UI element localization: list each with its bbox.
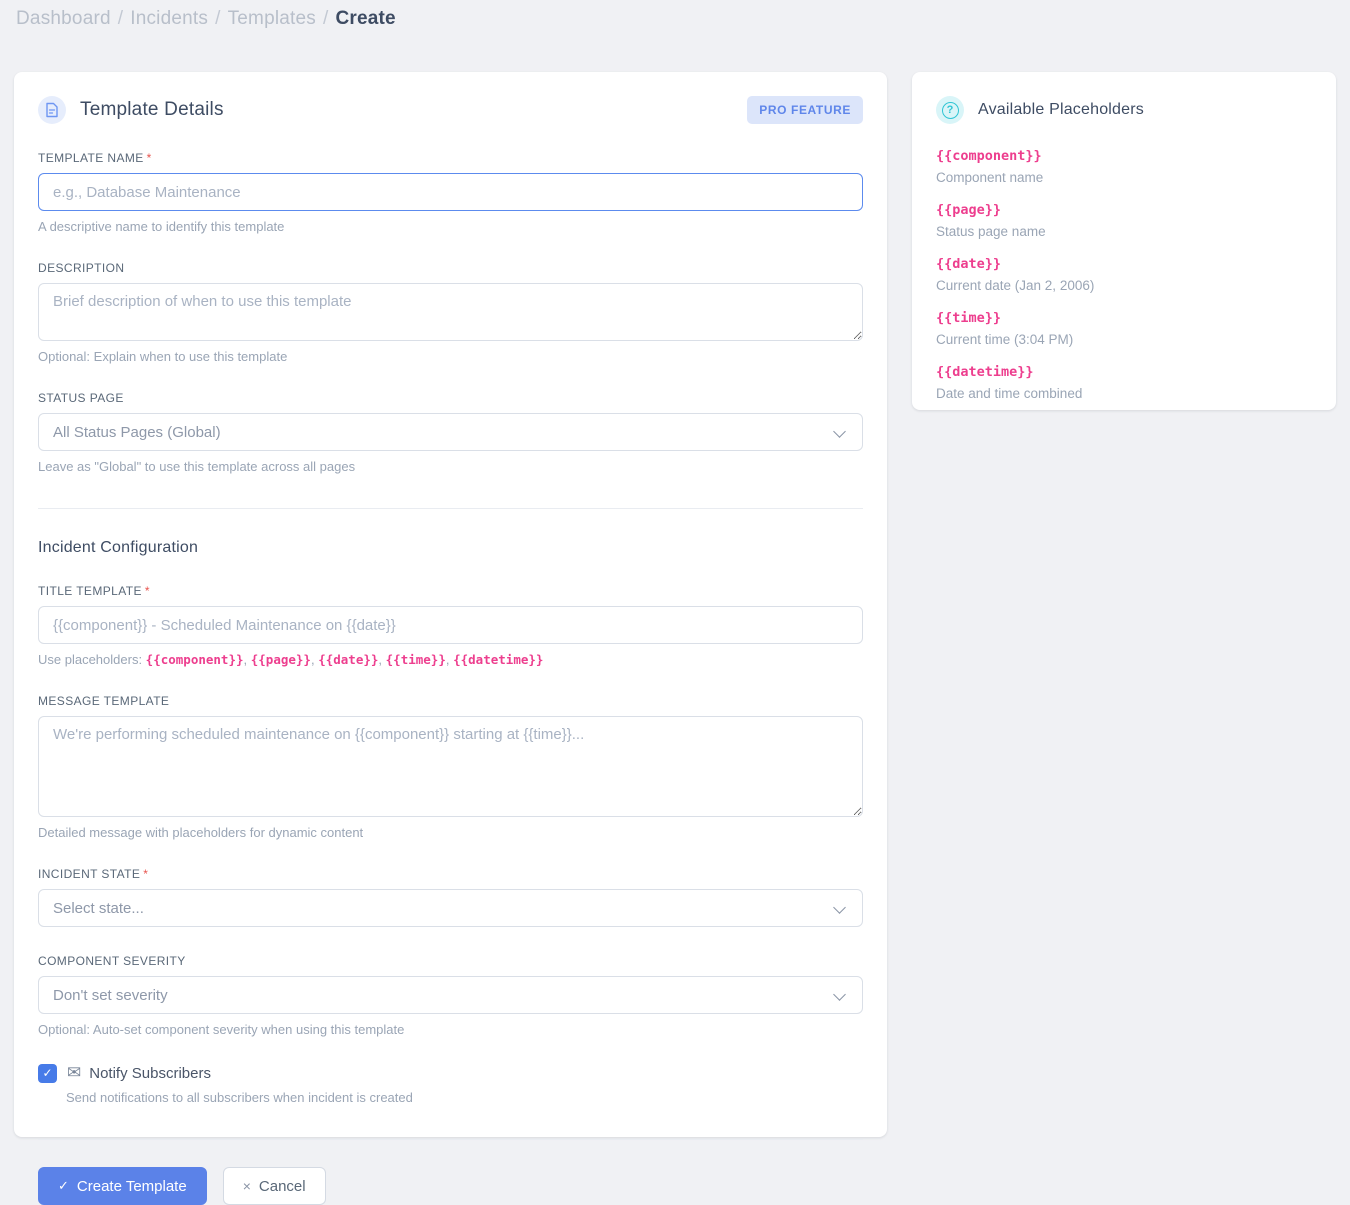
available-placeholders-card: ? Available Placeholders {{component}} C…: [912, 72, 1336, 410]
placeholder-code: {{date}}: [936, 256, 1002, 272]
incident-state-label: INCIDENT STATE *: [38, 867, 149, 881]
form-actions: ✓ Create Template × Cancel: [38, 1167, 863, 1205]
placeholder-code: {{page}}: [936, 202, 1002, 218]
placeholders-card-header: ? Available Placeholders: [936, 96, 1312, 124]
incident-configuration-heading: Incident Configuration: [38, 539, 199, 556]
message-template-textarea[interactable]: [38, 716, 863, 817]
breadcrumb-separator: /: [215, 8, 221, 29]
placeholder-codes: {{component}}, {{page}}, {{date}}, {{tim…: [145, 652, 544, 667]
close-icon: ×: [242, 1178, 251, 1194]
title-template-label: TITLE TEMPLATE *: [38, 584, 150, 598]
notify-subscribers-row: ✓ ✉ Notify Subscribers: [38, 1063, 863, 1083]
notify-subscribers-label[interactable]: Notify Subscribers: [89, 1064, 211, 1082]
actions-divider: [38, 1139, 863, 1140]
incident-state-select[interactable]: Select state...: [38, 889, 863, 927]
message-template-label: MESSAGE TEMPLATE: [38, 694, 170, 708]
breadcrumb-current: Create: [335, 8, 396, 29]
title-template-input[interactable]: [38, 606, 863, 644]
create-template-button[interactable]: ✓ Create Template: [38, 1167, 207, 1205]
document-icon: [38, 96, 66, 124]
incident-state-selected-value: Select state...: [53, 899, 144, 917]
breadcrumb: Dashboard / Incidents / Templates / Create: [16, 8, 396, 30]
template-details-card: Template Details PRO FEATURE TEMPLATE NA…: [14, 72, 887, 1205]
section-divider: [38, 508, 863, 509]
status-page-group: STATUS PAGE All Status Pages (Global) Le…: [38, 391, 863, 474]
breadcrumb-separator: /: [322, 8, 329, 29]
description-help: Optional: Explain when to use this templ…: [38, 349, 288, 364]
notify-subscribers-help: Send notifications to all subscribers wh…: [66, 1090, 413, 1105]
placeholder-code: {{page}}: [250, 652, 311, 667]
placeholder-code: {{datetime}}: [453, 652, 544, 667]
placeholder-list-item: {{page}} Status page name: [936, 201, 1312, 239]
component-severity-help: Optional: Auto-set component severity wh…: [38, 1022, 405, 1037]
breadcrumb-dashboard[interactable]: Dashboard: [16, 8, 111, 29]
required-asterisk: *: [144, 584, 150, 598]
status-page-label: STATUS PAGE: [38, 391, 124, 405]
envelope-icon: ✉: [67, 1063, 82, 1082]
card-header: Template Details PRO FEATURE: [38, 96, 863, 124]
pro-feature-badge: PRO FEATURE: [747, 96, 863, 124]
template-name-group: TEMPLATE NAME* A descriptive name to ide…: [38, 151, 863, 234]
status-page-select[interactable]: All Status Pages (Global): [38, 413, 863, 451]
placeholder-description: Status page name: [936, 224, 1046, 239]
check-icon: ✓: [58, 1178, 69, 1193]
breadcrumb-separator: /: [117, 8, 124, 29]
message-template-group: MESSAGE TEMPLATE Detailed message with p…: [38, 694, 863, 840]
component-severity-selected-value: Don't set severity: [53, 986, 168, 1004]
status-page-selected-value: All Status Pages (Global): [53, 423, 221, 441]
cancel-button[interactable]: × Cancel: [222, 1167, 326, 1205]
placeholder-code: {{component}}: [936, 148, 1042, 164]
breadcrumb-incidents[interactable]: Incidents: [130, 8, 209, 29]
breadcrumb-templates[interactable]: Templates: [227, 8, 316, 29]
question-icon: ?: [936, 96, 964, 124]
template-name-input[interactable]: [38, 173, 863, 211]
page-title: Template Details: [80, 99, 224, 120]
chevron-down-icon: [833, 901, 846, 914]
placeholder-list-item: {{datetime}} Date and time combined: [936, 363, 1312, 401]
notify-subscribers-checkbox[interactable]: ✓: [38, 1063, 57, 1083]
chevron-down-icon: [833, 988, 846, 1001]
template-name-help: A descriptive name to identify this temp…: [38, 219, 285, 234]
placeholder-list-item: {{time}} Current time (3:04 PM): [936, 309, 1312, 347]
component-severity-group: COMPONENT SEVERITY Don't set severity Op…: [38, 954, 863, 1037]
component-severity-select[interactable]: Don't set severity: [38, 976, 863, 1014]
placeholder-code: {{datetime}}: [936, 364, 1034, 380]
placeholder-description: Component name: [936, 170, 1044, 185]
placeholder-list-item: {{component}} Component name: [936, 147, 1312, 185]
description-label: DESCRIPTION: [38, 261, 125, 275]
placeholder-code: {{time}}: [936, 310, 1002, 326]
chevron-down-icon: [833, 425, 846, 438]
placeholders-card-title: Available Placeholders: [978, 101, 1144, 118]
placeholder-description: Date and time combined: [936, 386, 1083, 401]
description-textarea[interactable]: [38, 283, 863, 341]
required-asterisk: *: [143, 867, 149, 881]
status-page-help: Leave as "Global" to use this template a…: [38, 459, 356, 474]
required-asterisk: *: [146, 151, 152, 165]
placeholder-code: {{date}}: [318, 652, 379, 667]
incident-state-group: INCIDENT STATE * Select state...: [38, 867, 863, 927]
title-template-help: Use placeholders: {{component}}, {{page}…: [38, 652, 544, 667]
placeholder-description: Current date (Jan 2, 2006): [936, 278, 1095, 293]
message-template-help: Detailed message with placeholders for d…: [38, 825, 364, 840]
placeholder-code: {{component}}: [145, 652, 244, 667]
placeholders-list: {{component}} Component name {{page}} St…: [936, 147, 1312, 401]
placeholder-list-item: {{date}} Current date (Jan 2, 2006): [936, 255, 1312, 293]
description-group: DESCRIPTION Optional: Explain when to us…: [38, 261, 863, 364]
placeholder-code: {{time}}: [385, 652, 446, 667]
template-name-label: TEMPLATE NAME *: [38, 151, 152, 165]
title-template-group: TITLE TEMPLATE* Use placeholders: {{comp…: [38, 584, 863, 667]
component-severity-label: COMPONENT SEVERITY: [38, 954, 186, 968]
placeholder-description: Current time (3:04 PM): [936, 332, 1074, 347]
